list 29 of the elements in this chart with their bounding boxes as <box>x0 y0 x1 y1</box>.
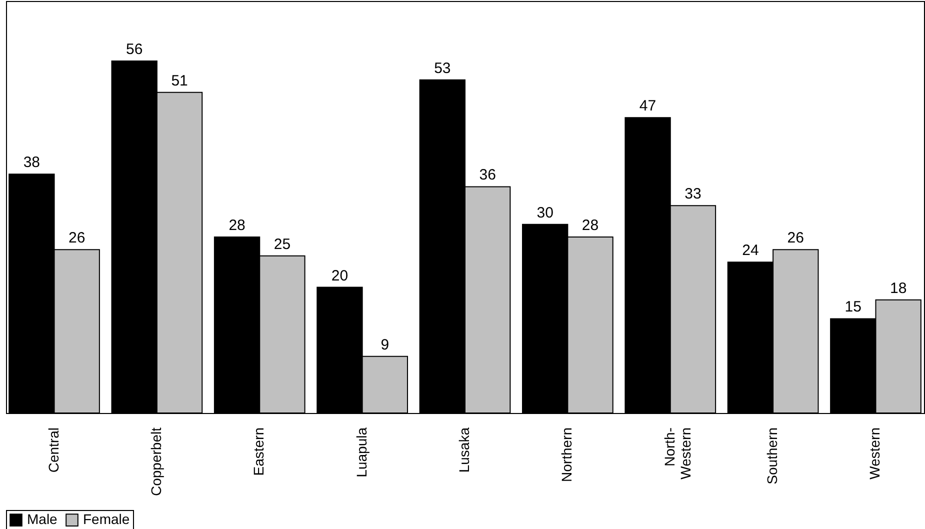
legend-label: Male <box>27 511 58 528</box>
x-tick-label: Northern <box>558 428 575 482</box>
x-tick-label: Luapula <box>353 427 370 478</box>
data-label: 20 <box>331 267 348 284</box>
data-label: 33 <box>684 186 702 203</box>
data-label: 25 <box>274 236 291 253</box>
x-tick-label: North-Western <box>661 427 694 480</box>
data-label: 38 <box>23 154 40 172</box>
data-label: 26 <box>787 230 804 247</box>
data-label: 47 <box>639 98 656 115</box>
x-tick-label: Central <box>45 428 62 473</box>
data-label: 53 <box>434 60 451 77</box>
data-label: 18 <box>890 280 907 297</box>
data-label: 56 <box>126 41 143 58</box>
data-label: 36 <box>479 166 496 184</box>
data-label: 15 <box>844 298 862 316</box>
data-label: 24 <box>742 242 759 260</box>
data-label: 28 <box>228 217 246 234</box>
x-tick-label: Western <box>866 428 883 480</box>
data-label: 51 <box>171 72 188 90</box>
legend-label: Female <box>83 511 130 528</box>
x-tick-label: Southern <box>764 428 780 484</box>
data-label: 26 <box>68 230 86 247</box>
data-label: 30 <box>536 204 554 222</box>
data-label: 28 <box>582 217 599 234</box>
x-tick-label: Eastern <box>250 428 267 476</box>
x-tick-label: Copperbelt <box>148 427 164 496</box>
data-label: 9 <box>380 336 390 354</box>
x-tick-label: Lusaka <box>456 427 472 473</box>
